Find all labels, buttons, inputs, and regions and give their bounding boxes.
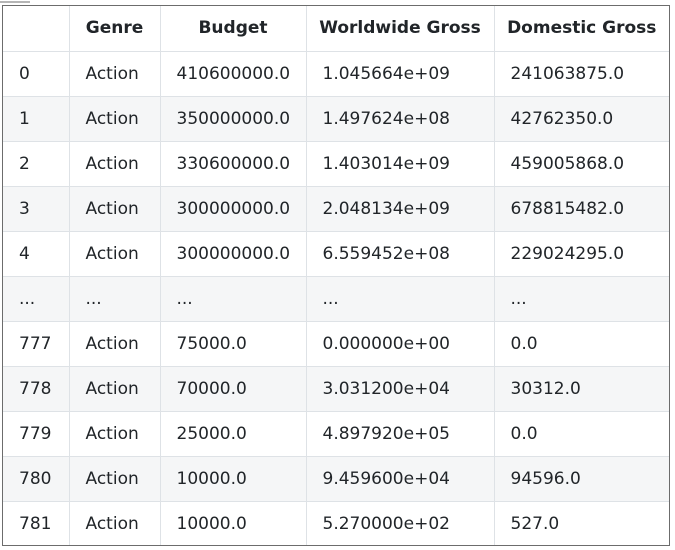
genre-cell: Action: [69, 186, 161, 232]
genre-cell: Action: [69, 321, 161, 367]
genre-cell: Action: [69, 366, 161, 412]
row-index: 2: [3, 141, 70, 187]
domestic-gross-cell: 0.0: [494, 411, 669, 457]
worldwide-gross-cell: 6.559452e+08: [306, 231, 495, 277]
worldwide-gross-cell: 3.031200e+04: [306, 366, 495, 412]
clipped-text-fragment: [0, 0, 40, 5]
budget-cell: 75000.0: [160, 321, 307, 367]
worldwide-gross-cell: 5.270000e+02: [306, 501, 495, 545]
row-index: 781: [3, 501, 70, 545]
row-index: 777: [3, 321, 70, 367]
row-index: 0: [3, 51, 70, 97]
budget-cell: 330600000.0: [160, 141, 307, 187]
worldwide-gross-cell: 1.403014e+09: [306, 141, 495, 187]
domestic-gross-cell: 30312.0: [494, 366, 669, 412]
table-row: 779 Action 25000.0 4.897920e+05 0.0: [3, 411, 669, 457]
column-header-worldwide-gross: Worldwide Gross: [306, 6, 495, 52]
budget-cell: 10000.0: [160, 456, 307, 502]
table-row: 1 Action 350000000.0 1.497624e+08 42762350.0: [3, 96, 669, 142]
table-row: 3 Action 300000000.0 2.048134e+09 678815482.…: [3, 186, 669, 232]
table-row: 4 Action 300000000.0 6.559452e+08 229024295.…: [3, 231, 669, 277]
row-index: ...: [3, 276, 70, 322]
genre-cell: Action: [69, 501, 161, 545]
table-row: 777 Action 75000.0 0.000000e+00 0.0: [3, 321, 669, 367]
header-row: Genre Budget Worldwide Gross Domestic Gr…: [3, 6, 669, 52]
dataframe-table: Genre Budget Worldwide Gross Domestic Gr…: [3, 6, 669, 545]
genre-cell: Action: [69, 141, 161, 187]
domestic-gross-cell: 0.0: [494, 321, 669, 367]
table-row: 2 Action 330600000.0 1.403014e+09 459005868.…: [3, 141, 669, 187]
row-index: 3: [3, 186, 70, 232]
index-header: [3, 6, 70, 52]
budget-cell: 300000000.0: [160, 186, 307, 232]
row-index: 780: [3, 456, 70, 502]
genre-cell: Action: [69, 456, 161, 502]
table-row: ...............: [3, 276, 669, 322]
worldwide-gross-cell: ...: [306, 276, 495, 322]
worldwide-gross-cell: 1.045664e+09: [306, 51, 495, 97]
row-index: 4: [3, 231, 70, 277]
column-header-budget: Budget: [160, 6, 307, 52]
worldwide-gross-cell: 4.897920e+05: [306, 411, 495, 457]
domestic-gross-cell: 459005868.0: [494, 141, 669, 187]
table-row: 781 Action 10000.0 5.270000e+02 527.0: [3, 501, 669, 545]
genre-cell: Action: [69, 51, 161, 97]
column-header-genre: Genre: [69, 6, 161, 52]
budget-cell: ...: [160, 276, 307, 322]
table-row: 778 Action 70000.0 3.031200e+04 30312.0: [3, 366, 669, 412]
row-index: 778: [3, 366, 70, 412]
domestic-gross-cell: 241063875.0: [494, 51, 669, 97]
budget-cell: 10000.0: [160, 501, 307, 545]
row-index: 1: [3, 96, 70, 142]
worldwide-gross-cell: 9.459600e+04: [306, 456, 495, 502]
budget-cell: 25000.0: [160, 411, 307, 457]
domestic-gross-cell: 94596.0: [494, 456, 669, 502]
domestic-gross-cell: ...: [494, 276, 669, 322]
domestic-gross-cell: 527.0: [510, 513, 560, 534]
budget-cell: 300000000.0: [160, 231, 307, 277]
genre-cell: Action: [69, 231, 161, 277]
genre-cell: Action: [69, 411, 161, 457]
row-index: 779: [3, 411, 70, 457]
worldwide-gross-cell: 2.048134e+09: [306, 186, 495, 232]
domestic-gross-cell: 678815482.0: [494, 186, 669, 232]
domestic-gross-cell: 42762350.0: [494, 96, 669, 142]
budget-cell: 410600000.0: [160, 51, 307, 97]
domestic-gross-cell: 229024295.0: [494, 231, 669, 277]
worldwide-gross-cell: 1.497624e+08: [306, 96, 495, 142]
dataframe-output: Genre Budget Worldwide Gross Domestic Gr…: [2, 5, 670, 546]
budget-cell: 350000000.0: [160, 96, 307, 142]
table-row: 780 Action 10000.0 9.459600e+04 94596.0: [3, 456, 669, 502]
genre-cell: ...: [69, 276, 161, 322]
worldwide-gross-cell: 0.000000e+00: [306, 321, 495, 367]
column-header-domestic-gross: Domestic Gross: [494, 6, 669, 52]
genre-cell: Action: [69, 96, 161, 142]
table-row: 0 Action 410600000.0 1.045664e+09 241063875.…: [3, 51, 669, 97]
budget-cell: 70000.0: [160, 366, 307, 412]
